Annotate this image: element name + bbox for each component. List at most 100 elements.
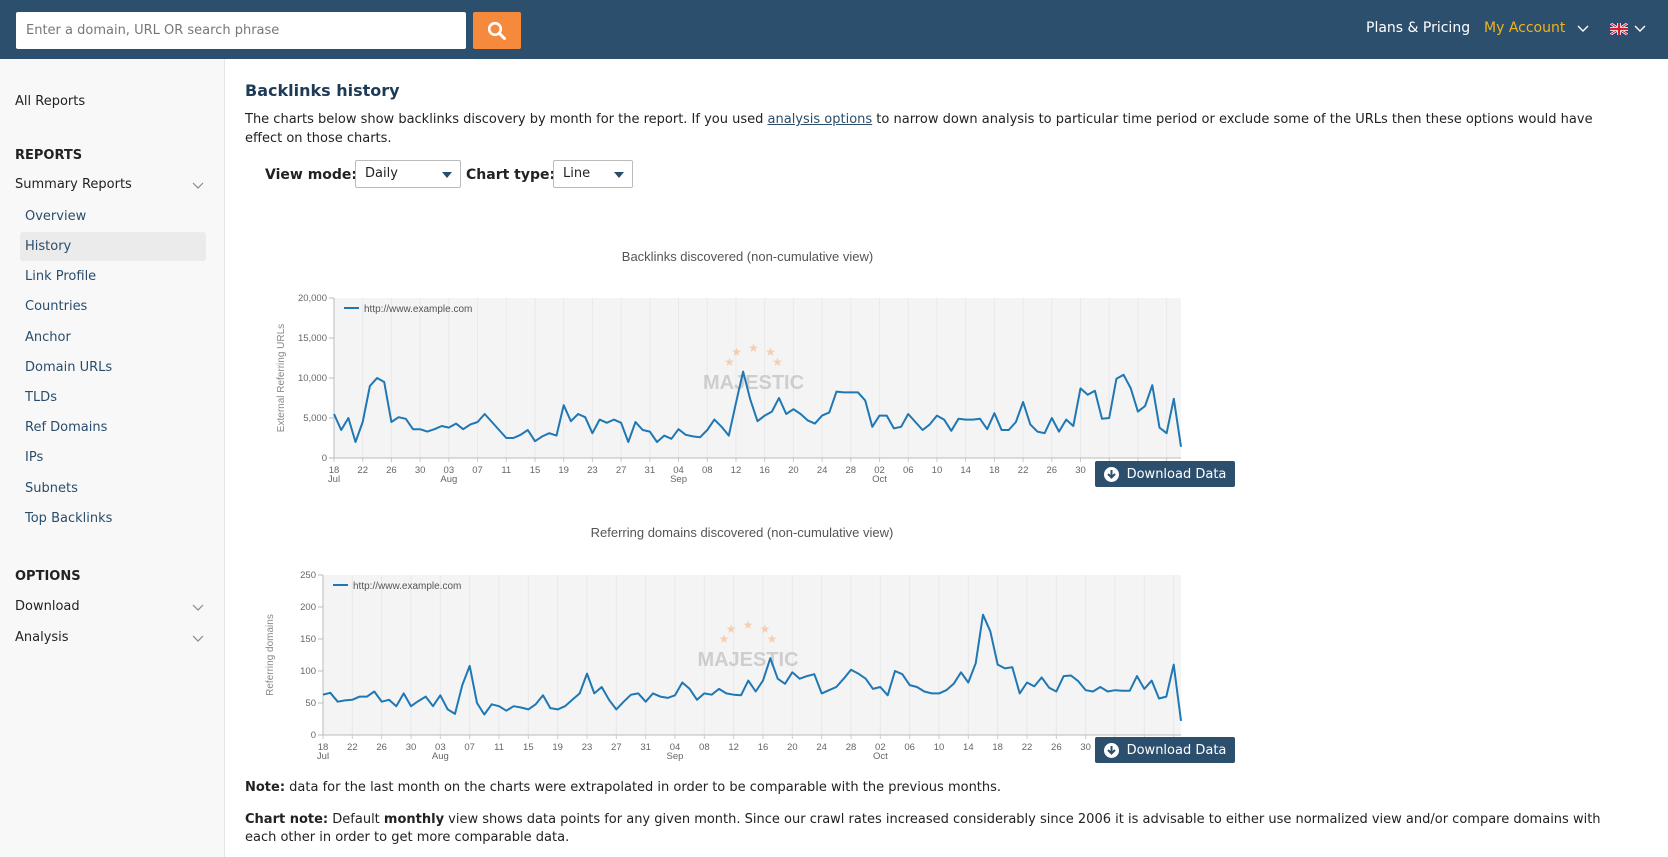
y-tick-label: 20,000: [298, 293, 327, 304]
search-input[interactable]: [16, 12, 466, 49]
x-tick-label: 18: [329, 465, 340, 476]
x-tick-label: 22: [357, 465, 368, 476]
x-tick-label: 02: [875, 742, 886, 753]
sidebar-item-countries[interactable]: Countries: [25, 299, 88, 314]
watermark-text: MAJESTIC: [697, 649, 798, 671]
watermark-star: ★: [772, 355, 783, 369]
analysis-options-link[interactable]: analysis options: [767, 112, 873, 127]
sidebar-item-domain-urls[interactable]: Domain URLs: [25, 360, 113, 375]
watermark-star: ★: [765, 345, 776, 359]
x-tick-label: 30: [1075, 465, 1086, 476]
x-tick-label: 31: [640, 742, 651, 753]
x-tick-label: 27: [616, 465, 627, 476]
x-tick-label: 26: [1051, 742, 1062, 753]
download-icon: [1103, 742, 1119, 758]
plans-pricing-link[interactable]: Plans & Pricing: [1366, 20, 1471, 36]
month-label: Sep: [667, 751, 684, 762]
download-data-button-1[interactable]: Download Data: [1095, 461, 1235, 487]
x-tick-label: 07: [472, 465, 483, 476]
y-tick-label: 0: [322, 453, 327, 464]
x-tick-label: 26: [376, 742, 387, 753]
view-mode-caret-icon: [442, 172, 452, 178]
x-tick-label: 27: [611, 742, 622, 753]
chart-title: Backlinks discovered (non-cumulative vie…: [622, 249, 873, 264]
view-mode-select[interactable]: Daily: [355, 160, 461, 188]
summary-reports-toggle[interactable]: Summary Reports: [15, 177, 132, 192]
analysis-chevron-down-icon[interactable]: [192, 635, 204, 642]
x-tick-label: 12: [728, 742, 739, 753]
month-label: Jul: [328, 474, 340, 485]
sidebar-item-subnets[interactable]: Subnets: [25, 481, 78, 496]
options-heading: OPTIONS: [15, 569, 81, 584]
chart-type-select[interactable]: Line: [553, 160, 633, 188]
download-data-button-2[interactable]: Download Data: [1095, 737, 1235, 763]
watermark-star: ★: [760, 622, 771, 636]
x-tick-label: 18: [989, 465, 1000, 476]
plot-area: [323, 575, 1181, 735]
x-tick-label: 03: [435, 742, 446, 753]
my-account-menu[interactable]: My Account: [1484, 20, 1566, 36]
x-tick-label: 08: [699, 742, 710, 753]
account-chevron-down-icon[interactable]: [1577, 25, 1589, 33]
referring-domains-chart: Referring domains discovered (non-cumula…: [265, 525, 1182, 762]
x-tick-label: 10: [934, 742, 945, 753]
x-tick-label: 20: [787, 742, 798, 753]
analysis-toggle[interactable]: Analysis: [15, 630, 69, 645]
watermark-text: MAJESTIC: [703, 372, 804, 394]
series-line: [333, 370, 1182, 447]
watermark-star: ★: [748, 341, 759, 355]
summary-chevron-down-icon[interactable]: [192, 182, 204, 189]
top-header: Plans & Pricing My Account: [0, 0, 1668, 59]
x-tick-label: 06: [903, 465, 914, 476]
x-tick-label: 23: [582, 742, 593, 753]
month-label: Oct: [872, 474, 887, 485]
y-tick-label: 250: [300, 570, 316, 581]
extrapolation-note: Note: data for the last month on the cha…: [245, 780, 1002, 795]
watermark-star: ★: [731, 345, 742, 359]
download-icon: [1103, 466, 1119, 482]
x-tick-label: 08: [702, 465, 713, 476]
x-tick-label: 24: [817, 465, 828, 476]
chart-type-caret-icon: [614, 172, 624, 178]
watermark-star: ★: [719, 632, 730, 646]
x-tick-label: 03: [444, 465, 455, 476]
x-tick-label: 11: [494, 742, 504, 753]
watermark-star: ★: [767, 632, 778, 646]
sidebar-item-top-backlinks[interactable]: Top Backlinks: [25, 511, 113, 526]
x-tick-label: 19: [558, 465, 569, 476]
x-tick-label: 16: [759, 465, 770, 476]
language-chevron-down-icon[interactable]: [1634, 25, 1646, 33]
legend-label: http://www.example.com: [364, 304, 472, 315]
y-tick-label: 100: [300, 666, 316, 677]
watermark-star: ★: [743, 618, 754, 632]
x-tick-label: 14: [963, 742, 974, 753]
download-chevron-down-icon[interactable]: [192, 604, 204, 611]
x-tick-label: 15: [523, 742, 534, 753]
x-tick-label: 20: [788, 465, 799, 476]
chart-note: Chart note: Default monthly view shows d…: [245, 812, 1601, 845]
x-tick-label: 31: [645, 465, 656, 476]
sidebar-item-ref-domains[interactable]: Ref Domains: [25, 420, 108, 435]
x-tick-label: 23: [587, 465, 598, 476]
sidebar-item-tlds[interactable]: TLDs: [25, 390, 57, 405]
download-toggle[interactable]: Download: [15, 599, 80, 614]
month-label: Oct: [873, 751, 888, 762]
sidebar-item-link-profile[interactable]: Link Profile: [25, 269, 97, 284]
x-tick-label: 26: [1047, 465, 1058, 476]
uk-flag-icon[interactable]: [1610, 23, 1628, 35]
x-tick-label: 24: [816, 742, 827, 753]
x-tick-label: 22: [1018, 465, 1029, 476]
chart-title: Referring domains discovered (non-cumula…: [591, 525, 894, 540]
x-tick-label: 11: [501, 465, 511, 476]
all-reports-link[interactable]: All Reports: [15, 94, 86, 109]
sidebar-item-history[interactable]: History: [20, 232, 206, 261]
x-tick-label: 28: [846, 465, 857, 476]
y-tick-label: 50: [305, 698, 316, 709]
y-axis-label: External Referring URLs: [276, 324, 287, 432]
search-button[interactable]: [473, 12, 521, 49]
x-tick-label: 04: [670, 742, 681, 753]
legend-label: http://www.example.com: [353, 581, 461, 592]
sidebar-item-ips[interactable]: IPs: [25, 450, 44, 465]
sidebar-item-anchor[interactable]: Anchor: [25, 330, 71, 345]
sidebar-item-overview[interactable]: Overview: [25, 209, 87, 224]
